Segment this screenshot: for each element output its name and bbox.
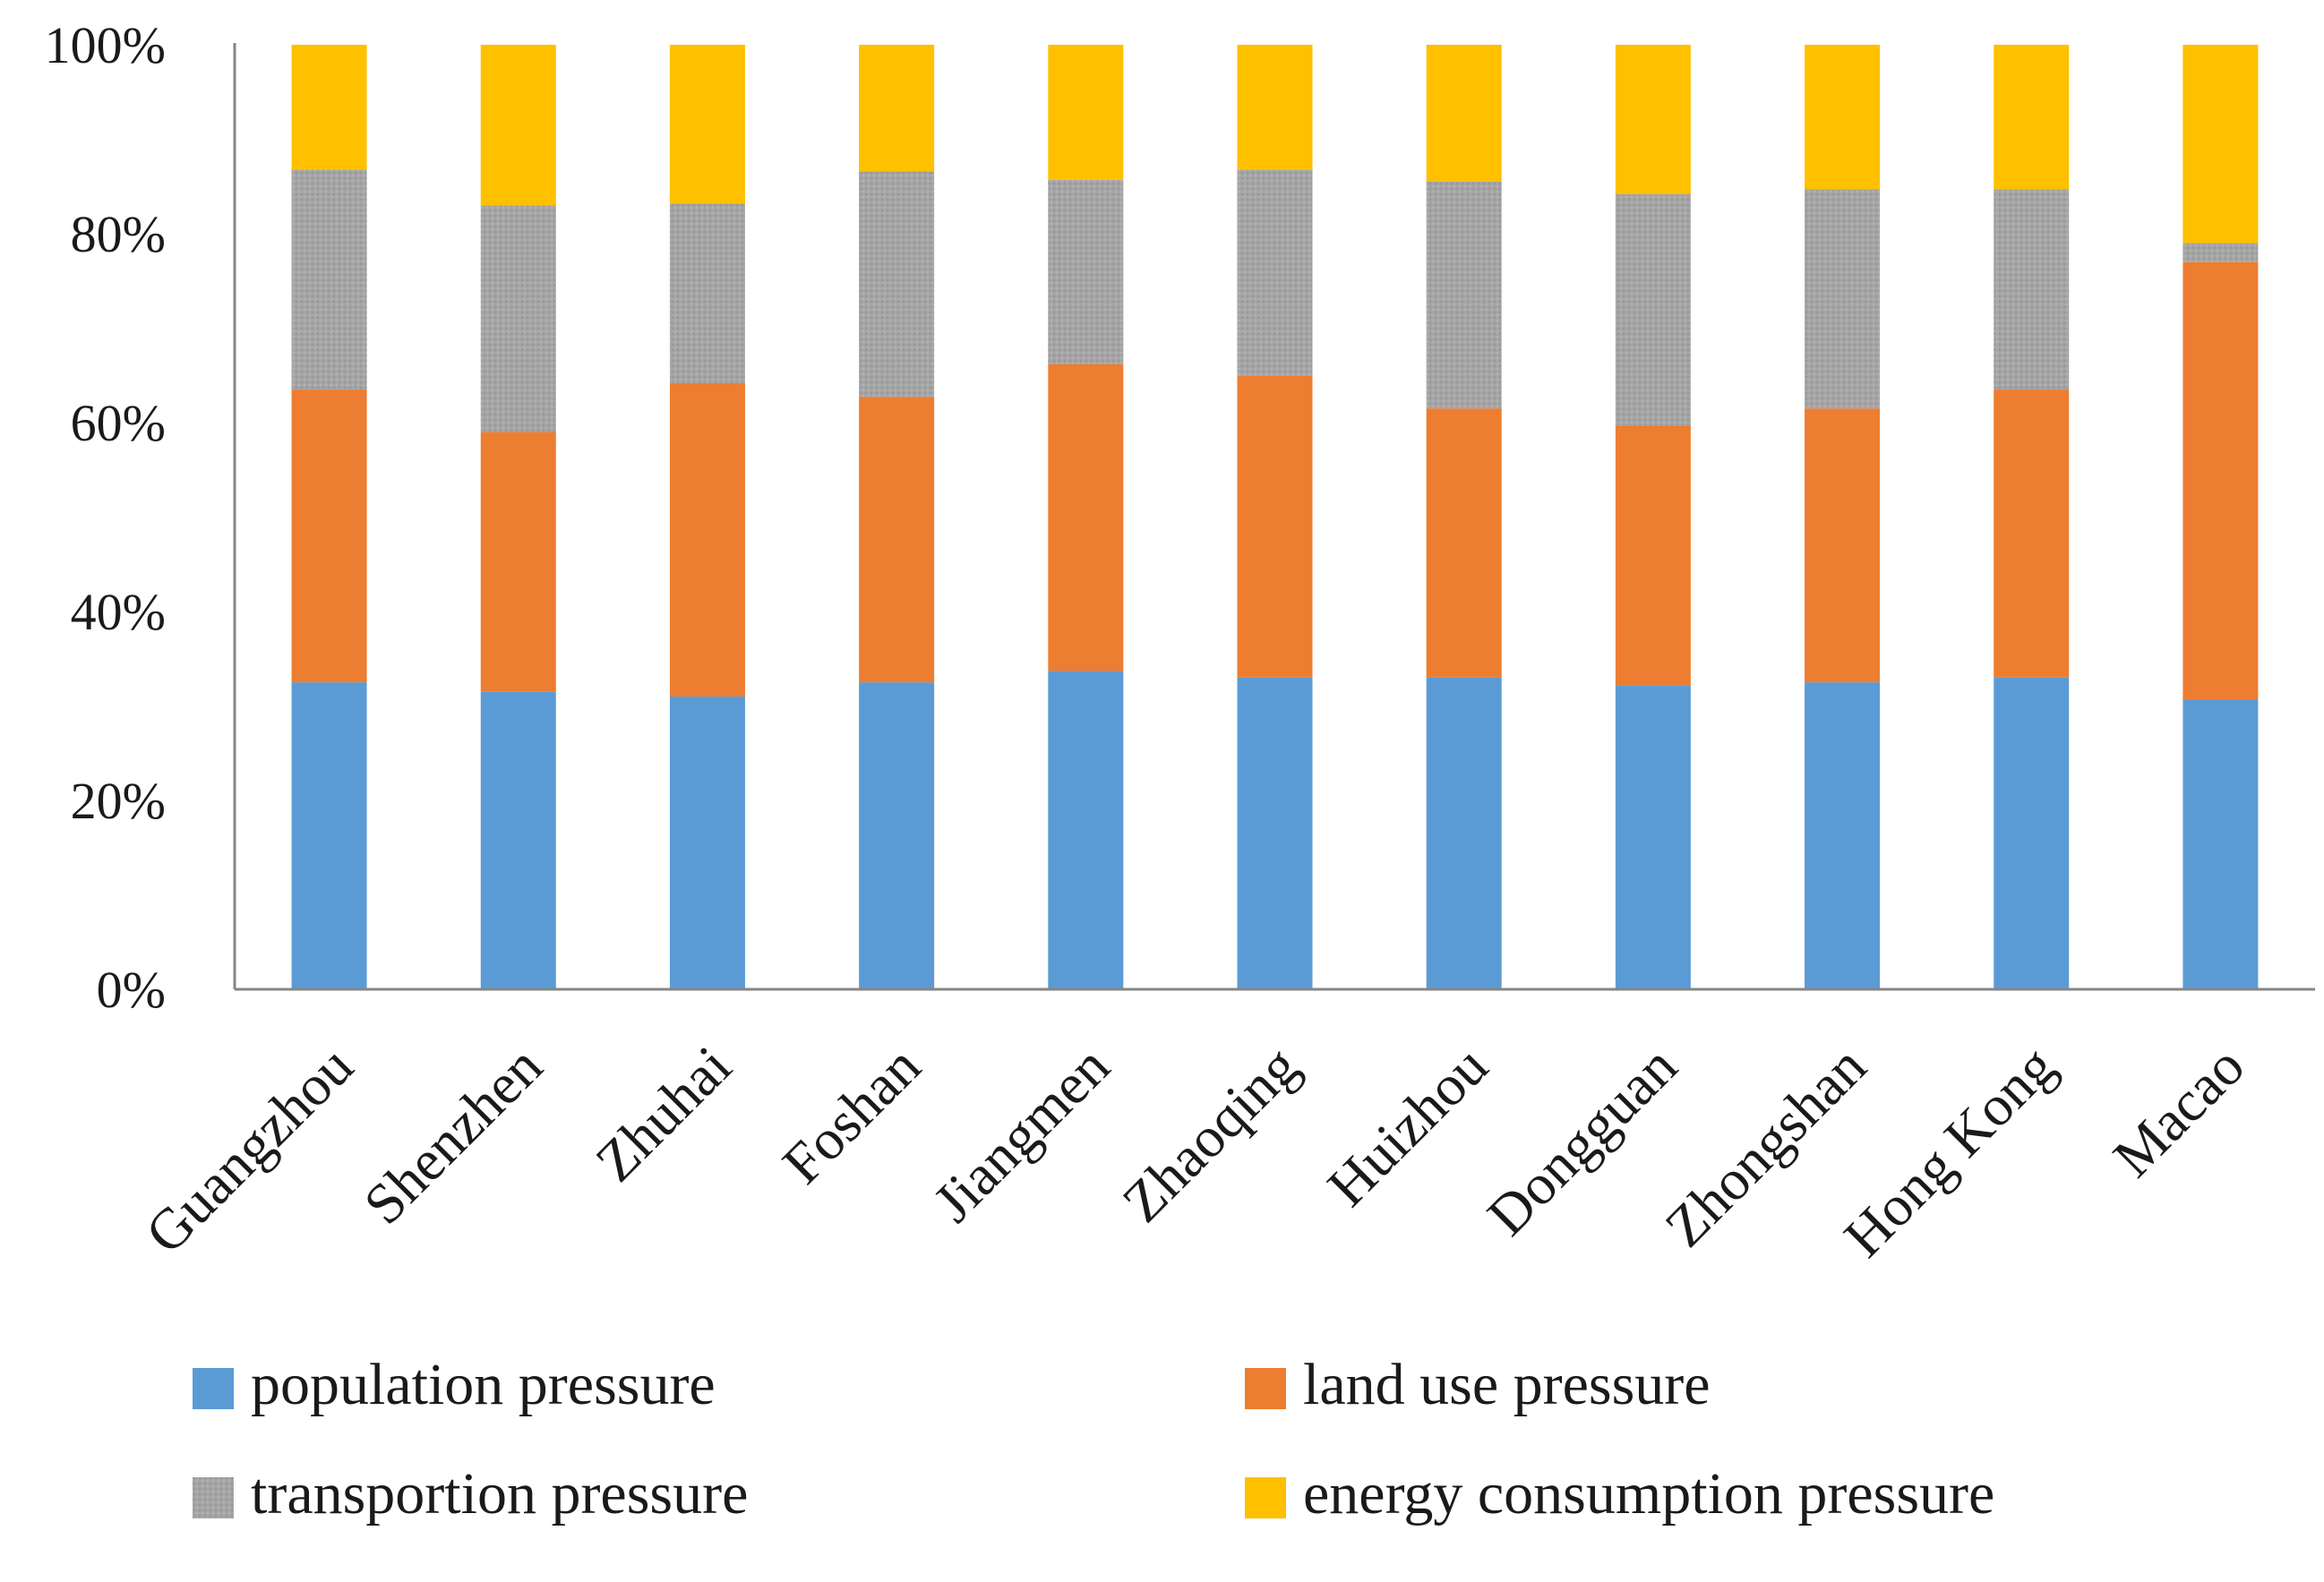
bar-foshan-energy-consumption-pressure (859, 45, 935, 172)
y-tick-label-40: 40% (71, 583, 166, 641)
legend-label-land-use-pressure: land use pressure (1303, 1352, 1711, 1417)
bar-zhongshan-transportion-pressure (1805, 189, 1881, 409)
bar-zhongshan-population-pressure (1805, 682, 1881, 989)
bar-zhaoqing-population-pressure (1237, 677, 1313, 989)
x-tick-label-jiangmen: Jiangmen (922, 1034, 1122, 1235)
y-tick-label-100: 100% (45, 16, 166, 74)
bars-group (291, 45, 2259, 989)
legend: population pressure land use pressure tran… (193, 1352, 1994, 1526)
bar-guangzhou-population-pressure (291, 682, 367, 989)
bar-zhaoqing-land-use-pressure (1237, 375, 1313, 678)
bar-guangzhou-transportion-pressure (291, 169, 367, 390)
bar-guangzhou-land-use-pressure (291, 389, 367, 683)
bar-huizhou-transportion-pressure (1426, 181, 1502, 409)
axes (233, 43, 2315, 991)
bar-huizhou-population-pressure (1426, 677, 1502, 989)
bar-dongguan-transportion-pressure (1615, 193, 1691, 426)
bar-huizhou-energy-consumption-pressure (1426, 45, 1502, 182)
x-tick-label-shenzhen: Shenzhen (352, 1034, 554, 1236)
legend-label-population-pressure: population pressure (251, 1352, 716, 1417)
bar-guangzhou-energy-consumption-pressure (291, 45, 367, 170)
bar-shenzhen-population-pressure (480, 691, 556, 989)
bar-zhaoqing-energy-consumption-pressure (1237, 45, 1313, 170)
x-tick-label-zhuhai: Zhuhai (583, 1034, 742, 1193)
y-tick-label-0: 0% (97, 961, 166, 1019)
y-tick-label-20: 20% (71, 772, 166, 830)
legend-swatch-transportion-pressure (193, 1477, 234, 1518)
bar-foshan-transportion-pressure (859, 171, 935, 398)
bar-shenzhen-transportion-pressure (480, 205, 556, 432)
bar-zhongshan-land-use-pressure (1805, 408, 1881, 683)
x-tick-label-foshan: Foshan (770, 1034, 932, 1196)
bar-shenzhen-energy-consumption-pressure (480, 45, 556, 206)
legend-label-transportion-pressure: transportion pressure (251, 1461, 748, 1526)
x-tick-label-zhaoqing: Zhaoqing (1111, 1034, 1311, 1235)
bar-jiangmen-land-use-pressure (1048, 363, 1124, 671)
bar-zhuhai-energy-consumption-pressure (669, 45, 745, 204)
bar-zhaoqing-transportion-pressure (1237, 169, 1313, 376)
legend-label-energy-consumption-pressure: energy consumption pressure (1303, 1461, 1994, 1526)
x-tick-label-macao: Macao (2101, 1034, 2256, 1189)
bar-macao-energy-consumption-pressure (2183, 45, 2259, 244)
bar-macao-transportion-pressure (2183, 243, 2259, 262)
x-tick-label-guangzhou: Guangzhou (133, 1034, 365, 1266)
bar-foshan-population-pressure (859, 682, 935, 989)
legend-swatch-population-pressure (193, 1368, 234, 1409)
bar-jiangmen-transportion-pressure (1048, 179, 1124, 364)
y-axis-tick-labels: 0% 20% 40% 60% 80% 100% (45, 16, 166, 1019)
bar-huizhou-land-use-pressure (1426, 408, 1502, 678)
legend-swatch-land-use-pressure (1245, 1368, 1286, 1409)
y-tick-label-80: 80% (71, 205, 166, 263)
bar-zhongshan-energy-consumption-pressure (1805, 45, 1881, 190)
bar-zhuhai-transportion-pressure (669, 203, 745, 383)
bar-foshan-land-use-pressure (859, 397, 935, 683)
bar-hong-kong-transportion-pressure (1994, 189, 2070, 390)
bar-macao-population-pressure (2183, 699, 2259, 989)
bar-shenzhen-land-use-pressure (480, 432, 556, 692)
bar-hong-kong-population-pressure (1994, 677, 2070, 989)
y-tick-label-60: 60% (71, 394, 166, 452)
bar-dongguan-population-pressure (1615, 685, 1691, 989)
bar-macao-land-use-pressure (2183, 261, 2259, 700)
bar-jiangmen-population-pressure (1048, 671, 1124, 989)
bar-jiangmen-energy-consumption-pressure (1048, 45, 1124, 180)
bar-hong-kong-energy-consumption-pressure (1994, 45, 2070, 190)
bar-hong-kong-land-use-pressure (1994, 389, 2070, 678)
bar-zhuhai-land-use-pressure (669, 382, 745, 697)
bar-dongguan-land-use-pressure (1615, 425, 1691, 686)
x-tick-label-huizhou: Huizhou (1316, 1034, 1500, 1219)
bar-zhuhai-population-pressure (669, 696, 745, 989)
legend-swatch-energy-consumption-pressure (1245, 1477, 1286, 1518)
bar-dongguan-energy-consumption-pressure (1615, 45, 1691, 194)
